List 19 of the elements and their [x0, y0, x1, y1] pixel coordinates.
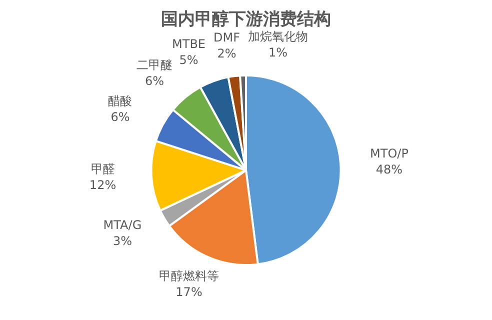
- slice-label: 醋酸: [108, 94, 132, 108]
- data-label: 1%: [268, 46, 288, 60]
- slice-label: MTA/G: [103, 218, 142, 232]
- slice-label: MTO/P: [370, 146, 408, 160]
- data-label: 17%: [176, 284, 202, 299]
- slice-label: DMF: [214, 30, 240, 45]
- slice-label: 甲醇燃料等: [159, 268, 219, 283]
- slice-label: 二甲醚: [136, 58, 173, 72]
- slice-label: MTBE: [172, 36, 206, 51]
- slice-label: 加烷氧化物: [248, 30, 308, 44]
- data-label: 5%: [179, 52, 198, 67]
- data-label: 12%: [89, 178, 116, 192]
- slice-label: 甲醛: [90, 162, 115, 176]
- chart-title: 国内甲醇下游消费结构: [161, 10, 331, 30]
- data-label: 3%: [112, 234, 132, 248]
- data-label: 48%: [376, 162, 403, 176]
- data-label: 6%: [110, 110, 130, 124]
- data-label: 2%: [217, 46, 236, 61]
- data-label: 6%: [144, 74, 164, 88]
